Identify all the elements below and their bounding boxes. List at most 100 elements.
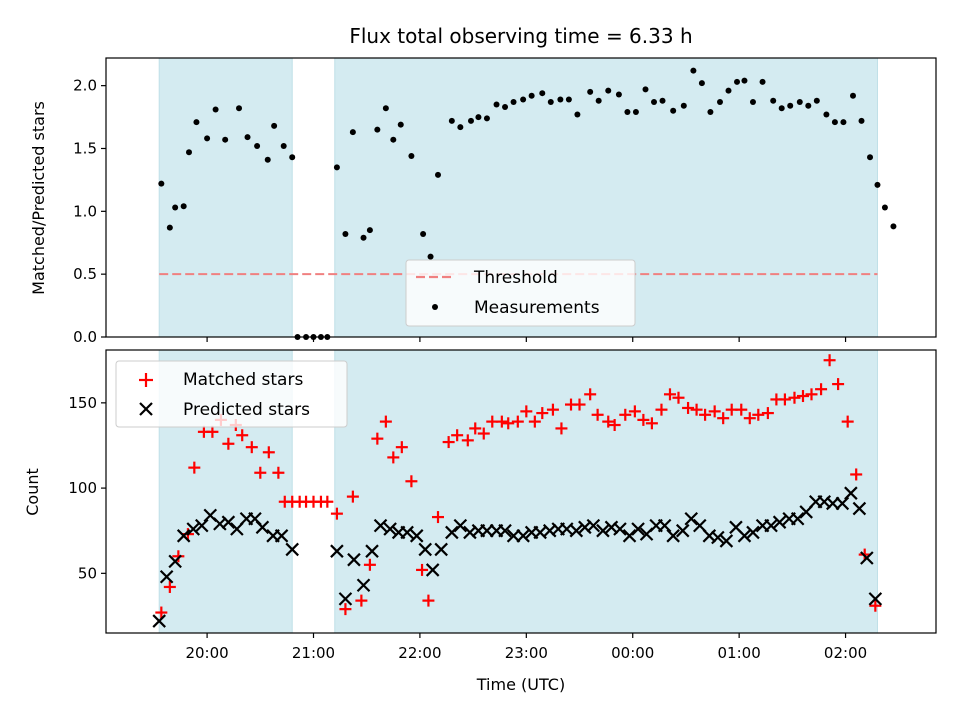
legend-predicted-swatch <box>139 402 153 416</box>
x-tick-label: 20:00 <box>185 644 228 662</box>
measurement-point <box>212 106 219 113</box>
y-tick-label: 150 <box>68 394 97 412</box>
y-tick-label: 1.0 <box>73 202 97 220</box>
x-tick-label: 21:00 <box>292 644 335 662</box>
measurement-point <box>236 105 243 112</box>
matched-star-point <box>672 391 685 404</box>
measurement-point <box>624 109 631 116</box>
measurement-point <box>605 87 612 94</box>
matched-star-point <box>363 558 376 571</box>
matched-star-point <box>442 436 455 449</box>
measurement-point <box>374 126 381 133</box>
matched-star-point <box>395 441 408 454</box>
matched-star-point <box>254 466 267 479</box>
matched-star-point <box>477 427 490 440</box>
measurement-point <box>805 102 812 109</box>
predicted-star-point <box>356 578 371 593</box>
predicted-star-point <box>168 554 182 569</box>
matched-star-point <box>155 606 168 619</box>
measurement-point <box>734 78 741 85</box>
measurement-point <box>349 129 356 136</box>
matched-star-point <box>520 405 533 418</box>
matched-star-point <box>743 412 756 425</box>
matched-star-point <box>655 403 668 416</box>
legend-matched-label: Matched stars <box>183 370 303 390</box>
measurement-point <box>651 98 658 105</box>
matched-star-point <box>608 419 621 432</box>
x-tick-label: 02:00 <box>824 644 867 662</box>
predicted-star-point <box>194 518 209 533</box>
matched-star-point <box>536 407 549 420</box>
matched-star-point <box>850 468 863 481</box>
predicted-star-point <box>860 551 874 565</box>
matched-star-point <box>584 388 597 401</box>
predicted-star-point <box>719 534 734 548</box>
bottom-x-ticks: 20:00 21:00 22:00 23:00 00:00 01:00 02:00 <box>185 633 867 662</box>
predicted-star-point <box>373 518 388 533</box>
y-tick-label: 100 <box>68 479 97 497</box>
measurement-point <box>420 230 427 237</box>
legend-threshold-label: Threshold <box>473 268 558 288</box>
matched-star-point <box>528 415 541 428</box>
measurement-point <box>483 115 490 122</box>
measurement-point <box>749 98 756 105</box>
predicted-star-point <box>176 529 191 543</box>
bottom-plot-frame <box>105 349 937 634</box>
matched-star-point <box>869 599 882 612</box>
measurement-point <box>510 98 517 105</box>
top-plot-frame <box>105 57 937 338</box>
matched-star-point <box>321 495 334 508</box>
matched-star-point <box>422 594 435 607</box>
matched-star-point <box>796 390 809 403</box>
matched-star-point <box>371 432 384 445</box>
predicted-star-point <box>365 544 379 558</box>
matched-star-point <box>735 403 748 416</box>
measurement-point <box>493 101 500 108</box>
measurement-point <box>770 97 777 104</box>
measurement-point <box>360 234 367 241</box>
measurement-point <box>698 80 705 87</box>
measurement-point <box>547 98 554 105</box>
matched-star-point <box>272 466 285 479</box>
measurement-point <box>193 119 200 126</box>
predicted-star-point <box>772 515 787 529</box>
top-panel: 0.00.51.01.52.0 Matched/Predicted stars … <box>29 57 937 346</box>
measurement-point <box>587 88 594 95</box>
bottom-legend-box <box>115 360 348 428</box>
measurement-point <box>475 114 482 121</box>
measurement-point <box>408 153 415 160</box>
matched-star-point <box>206 425 219 438</box>
measurement-point <box>813 97 820 104</box>
measurement-point <box>254 142 261 149</box>
measurement-point <box>823 111 830 118</box>
predicted-star-point <box>737 529 752 543</box>
predicted-star-point <box>516 529 530 543</box>
legend-matched-swatch <box>139 373 153 387</box>
matched-star-point <box>637 413 650 426</box>
predicted-star-point <box>285 542 299 557</box>
bottom-y-axis-label: Count <box>23 468 42 516</box>
matched-star-point <box>690 403 703 416</box>
predicted-star-point <box>666 529 680 543</box>
x-tick-label: 23:00 <box>505 644 548 662</box>
matched-star-point <box>602 415 615 428</box>
measurement-point <box>787 102 794 109</box>
matched-star-point <box>841 415 854 428</box>
matched-star-point <box>511 415 524 428</box>
measurement-point <box>520 96 527 103</box>
bottom-legend: Matched stars Predicted stars <box>115 360 348 428</box>
x-tick-label: 22:00 <box>398 644 441 662</box>
measurement-point <box>390 136 397 143</box>
measurement-point <box>850 92 856 99</box>
measurement-point <box>659 97 666 104</box>
measurement-point <box>280 142 287 149</box>
matched-star-point <box>469 422 482 435</box>
matched-star-point <box>805 388 818 401</box>
predicted-star-point <box>480 523 494 538</box>
measurement-point <box>867 154 874 161</box>
measurement-point <box>874 181 881 188</box>
matched-star-point <box>778 393 791 406</box>
predicted-star-point <box>826 496 840 511</box>
predicted-star-point <box>569 523 584 538</box>
